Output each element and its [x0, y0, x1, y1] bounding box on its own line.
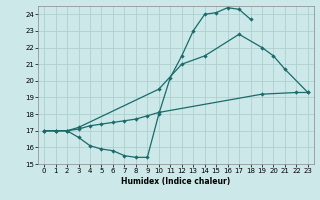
- X-axis label: Humidex (Indice chaleur): Humidex (Indice chaleur): [121, 177, 231, 186]
